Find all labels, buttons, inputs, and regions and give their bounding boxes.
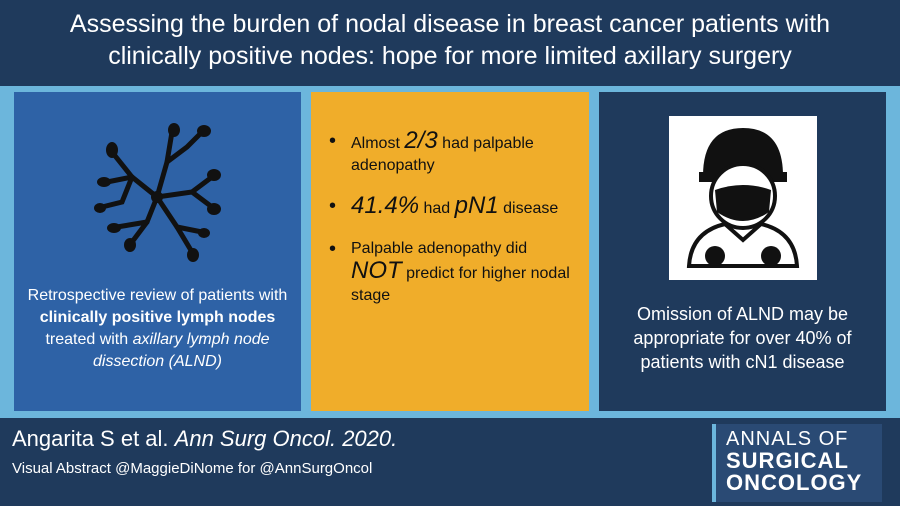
conclusion-text: Omission of ALND may be appropriate for … — [633, 304, 852, 372]
lymph-nodes-icon — [94, 123, 221, 262]
panel-results: Almost 2/3 had palpable adenopathy 41.4%… — [311, 92, 589, 411]
footer: Angarita S et al. Ann Surg Oncol. 2020. … — [0, 418, 900, 506]
journal-logo: ANNALS OF SURGICAL ONCOLOGY — [712, 424, 882, 502]
credit-line: Visual Abstract @MaggieDiNome for @AnnSu… — [12, 460, 373, 477]
title-line-2: clinically positive nodes: hope for more… — [108, 42, 792, 70]
title-banner: Assessing the burden of nodal disease in… — [0, 0, 900, 86]
title-line-1: Assessing the burden of nodal disease in… — [69, 10, 831, 38]
citation: Angarita S et al. Ann Surg Oncol. 2020. — [12, 426, 398, 451]
result-pn1: 41.4% had pN1 disease — [329, 194, 579, 220]
surgeon-icon — [669, 116, 817, 280]
methods-text: Retrospective review of patients with cl… — [27, 287, 288, 370]
result-predict: Palpable adenopathy did NOT predict for … — [329, 238, 579, 307]
panel-conclusion: Omission of ALND may be appropriate for … — [599, 92, 886, 411]
result-palpable: Almost 2/3 had palpable adenopathy — [329, 129, 579, 177]
results-list: Almost 2/3 had palpable adenopathy 41.4%… — [329, 129, 579, 325]
panel-methods: Retrospective review of patients with cl… — [14, 92, 301, 411]
